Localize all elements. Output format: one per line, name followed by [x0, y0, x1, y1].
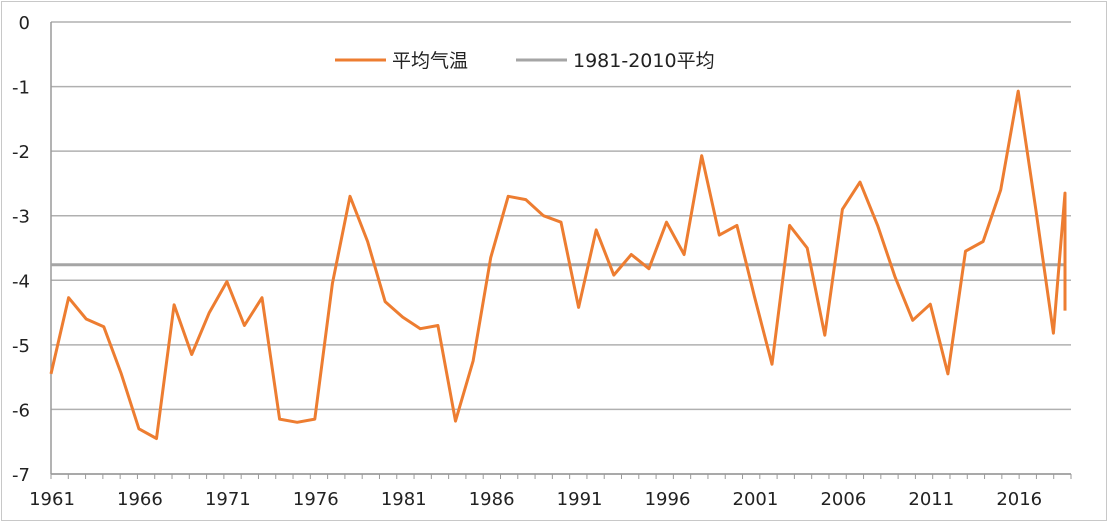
y-tick-label: -6: [12, 400, 30, 421]
legend-label-1981-2010-mean: 1981-2010平均: [573, 50, 715, 72]
y-tick-label: -2: [12, 142, 30, 163]
y-tick-label: -3: [12, 207, 30, 228]
x-tick-label: 1986: [469, 489, 515, 510]
y-tick-label: 0: [19, 13, 30, 34]
legend-label-mean-temperature: 平均气温: [392, 50, 468, 72]
y-tick-label: -1: [12, 78, 30, 99]
x-tick-label: 1971: [205, 489, 251, 510]
x-tick-label: 1961: [29, 489, 75, 510]
x-tick-label: 1991: [557, 489, 603, 510]
y-tick-labels: 0 -1 -2 -3 -4 -5 -6 -7: [12, 13, 30, 486]
y-tick-label: -4: [12, 271, 30, 292]
y-tick-label: -7: [12, 465, 30, 486]
y-tick-label: -5: [12, 336, 30, 357]
x-tick-label: 2011: [908, 489, 954, 510]
x-tick-label: 2016: [996, 489, 1042, 510]
axes: [50, 22, 1072, 479]
x-tick-labels: 1961 1966 1971 1976 1981 1986 1991 1996 …: [29, 489, 1042, 510]
x-tick-label: 2006: [820, 489, 866, 510]
legend: 平均气温 1981-2010平均: [335, 50, 715, 72]
series-line-mean-temperature: [49, 89, 1067, 440]
x-tick-label: 1966: [117, 489, 163, 510]
series-lines: [49, 89, 1067, 440]
x-tick-label: 1996: [645, 489, 691, 510]
x-tick-label: 2001: [733, 489, 779, 510]
gridlines: [51, 21, 1071, 475]
x-tick-label: 1976: [293, 489, 339, 510]
x-tick-label: 1981: [381, 489, 427, 510]
